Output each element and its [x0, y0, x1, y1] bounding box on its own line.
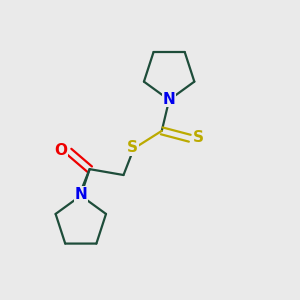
- Text: S: S: [193, 130, 203, 145]
- Text: O: O: [54, 143, 67, 158]
- Text: N: N: [163, 92, 175, 106]
- Text: N: N: [74, 187, 87, 202]
- Text: S: S: [127, 140, 138, 155]
